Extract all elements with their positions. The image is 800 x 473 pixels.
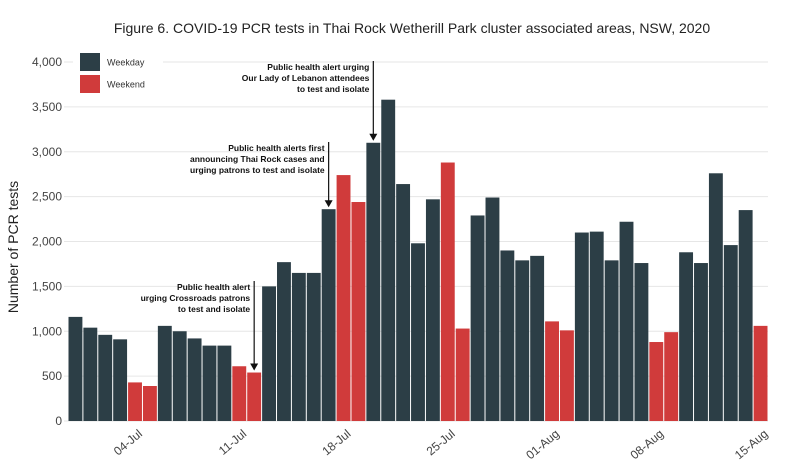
y-tick-label: 2,500 [32, 190, 62, 204]
bar-weekend [455, 328, 470, 421]
annotation-text: urging patrons to test and isolate [190, 165, 325, 175]
bar-weekday [425, 199, 440, 421]
bar-weekday [396, 184, 411, 421]
bar-weekday [604, 260, 619, 421]
bar-weekday [262, 286, 277, 422]
y-tick-label: 3,500 [32, 100, 62, 114]
bar-weekend [753, 325, 768, 421]
annotation-text: to test and isolate [178, 304, 251, 314]
annotation-text: announcing Thai Rock cases and [190, 154, 325, 164]
bar-weekday [113, 339, 128, 421]
bar-weekday [515, 260, 530, 421]
y-axis-label: Number of PCR tests [5, 181, 21, 313]
bar-weekday [708, 173, 723, 421]
bar-weekend [649, 342, 664, 421]
bar-weekday [68, 316, 83, 421]
bar-weekday [202, 345, 217, 421]
bar-weekday [277, 262, 291, 421]
bar-weekend [128, 382, 142, 421]
bar-weekday [217, 345, 232, 421]
x-tick-label: 25-Jul [424, 427, 458, 459]
bar-weekend [664, 332, 679, 421]
bar-weekday [530, 255, 545, 421]
bar-weekend [545, 321, 559, 421]
bar-weekend [247, 372, 262, 421]
bar-weekday [634, 263, 649, 421]
annotation-text: urging Crossroads patrons [141, 293, 251, 303]
x-tick-label: 15-Aug [732, 427, 771, 463]
annotation-text: Our Lady of Lebanon attendees [242, 73, 370, 83]
y-tick-label: 1,000 [32, 324, 62, 338]
annotation-text: Public health alerts first [228, 143, 325, 153]
bar-weekday [366, 142, 381, 421]
bar-weekday [694, 263, 708, 421]
bar-weekend [440, 162, 455, 421]
annotation-text: Public health alert urging [267, 62, 369, 72]
bar-weekday [411, 243, 425, 421]
legend-swatch-weekend [80, 75, 100, 93]
annotation-arrow-head [369, 133, 378, 141]
legend-label-weekend: Weekend [107, 80, 145, 90]
x-tick-label: 01-Aug [523, 427, 562, 463]
bar-weekday [679, 252, 694, 421]
y-tick-label: 4,000 [32, 55, 62, 69]
bar-weekday [321, 209, 336, 421]
bar-weekday [485, 197, 500, 421]
bar-weekday [157, 325, 172, 421]
legend: Weekday Weekend [73, 50, 163, 97]
x-axis-ticks: 04-Jul 11-Jul 18-Jul 25-Jul 01-Aug 08-Aug 15-A… [111, 427, 771, 463]
y-tick-label: 500 [42, 369, 62, 383]
bar-weekday [291, 272, 306, 421]
bar-weekend [351, 202, 366, 421]
y-tick-label: 0 [55, 414, 62, 428]
bar-weekday [306, 272, 321, 421]
bar-weekday [574, 232, 589, 421]
bar-weekday [83, 327, 98, 421]
bar-weekday [172, 331, 187, 421]
bar-weekend [142, 386, 157, 421]
bar-weekend [232, 366, 247, 421]
annotation-text: to test and isolate [297, 84, 370, 94]
bar-weekday [187, 338, 202, 421]
y-axis-ticks: 0 500 1,000 1,500 2,000 2,500 3,000 3,500 4,000 [32, 55, 62, 428]
bar-weekday [589, 231, 604, 421]
legend-label-weekday: Weekday [107, 58, 145, 68]
bar-weekday [723, 245, 738, 421]
bar-weekday [470, 215, 485, 421]
x-tick-label: 08-Aug [628, 427, 667, 463]
y-tick-label: 3,000 [32, 145, 62, 159]
annotation-arrow-head [250, 363, 259, 371]
bar-weekend [336, 175, 351, 421]
annotation-text: Public health alert [177, 282, 250, 292]
y-tick-label: 1,500 [32, 279, 62, 293]
x-tick-label: 04-Jul [111, 427, 145, 459]
x-tick-label: 11-Jul [216, 427, 249, 458]
bars [68, 99, 768, 422]
bar-weekday [619, 221, 634, 421]
bar-weekday [381, 99, 396, 421]
bar-weekday [98, 334, 113, 421]
bar-weekday [738, 210, 753, 421]
bar-weekend [559, 330, 574, 421]
bar-weekday [500, 250, 515, 421]
annotation-arrow-head [324, 200, 333, 208]
legend-swatch-weekday [80, 53, 100, 71]
y-tick-label: 2,000 [32, 235, 62, 249]
x-tick-label: 18-Jul [319, 427, 353, 459]
chart-title: Figure 6. COVID-19 PCR tests in Thai Roc… [114, 20, 710, 36]
